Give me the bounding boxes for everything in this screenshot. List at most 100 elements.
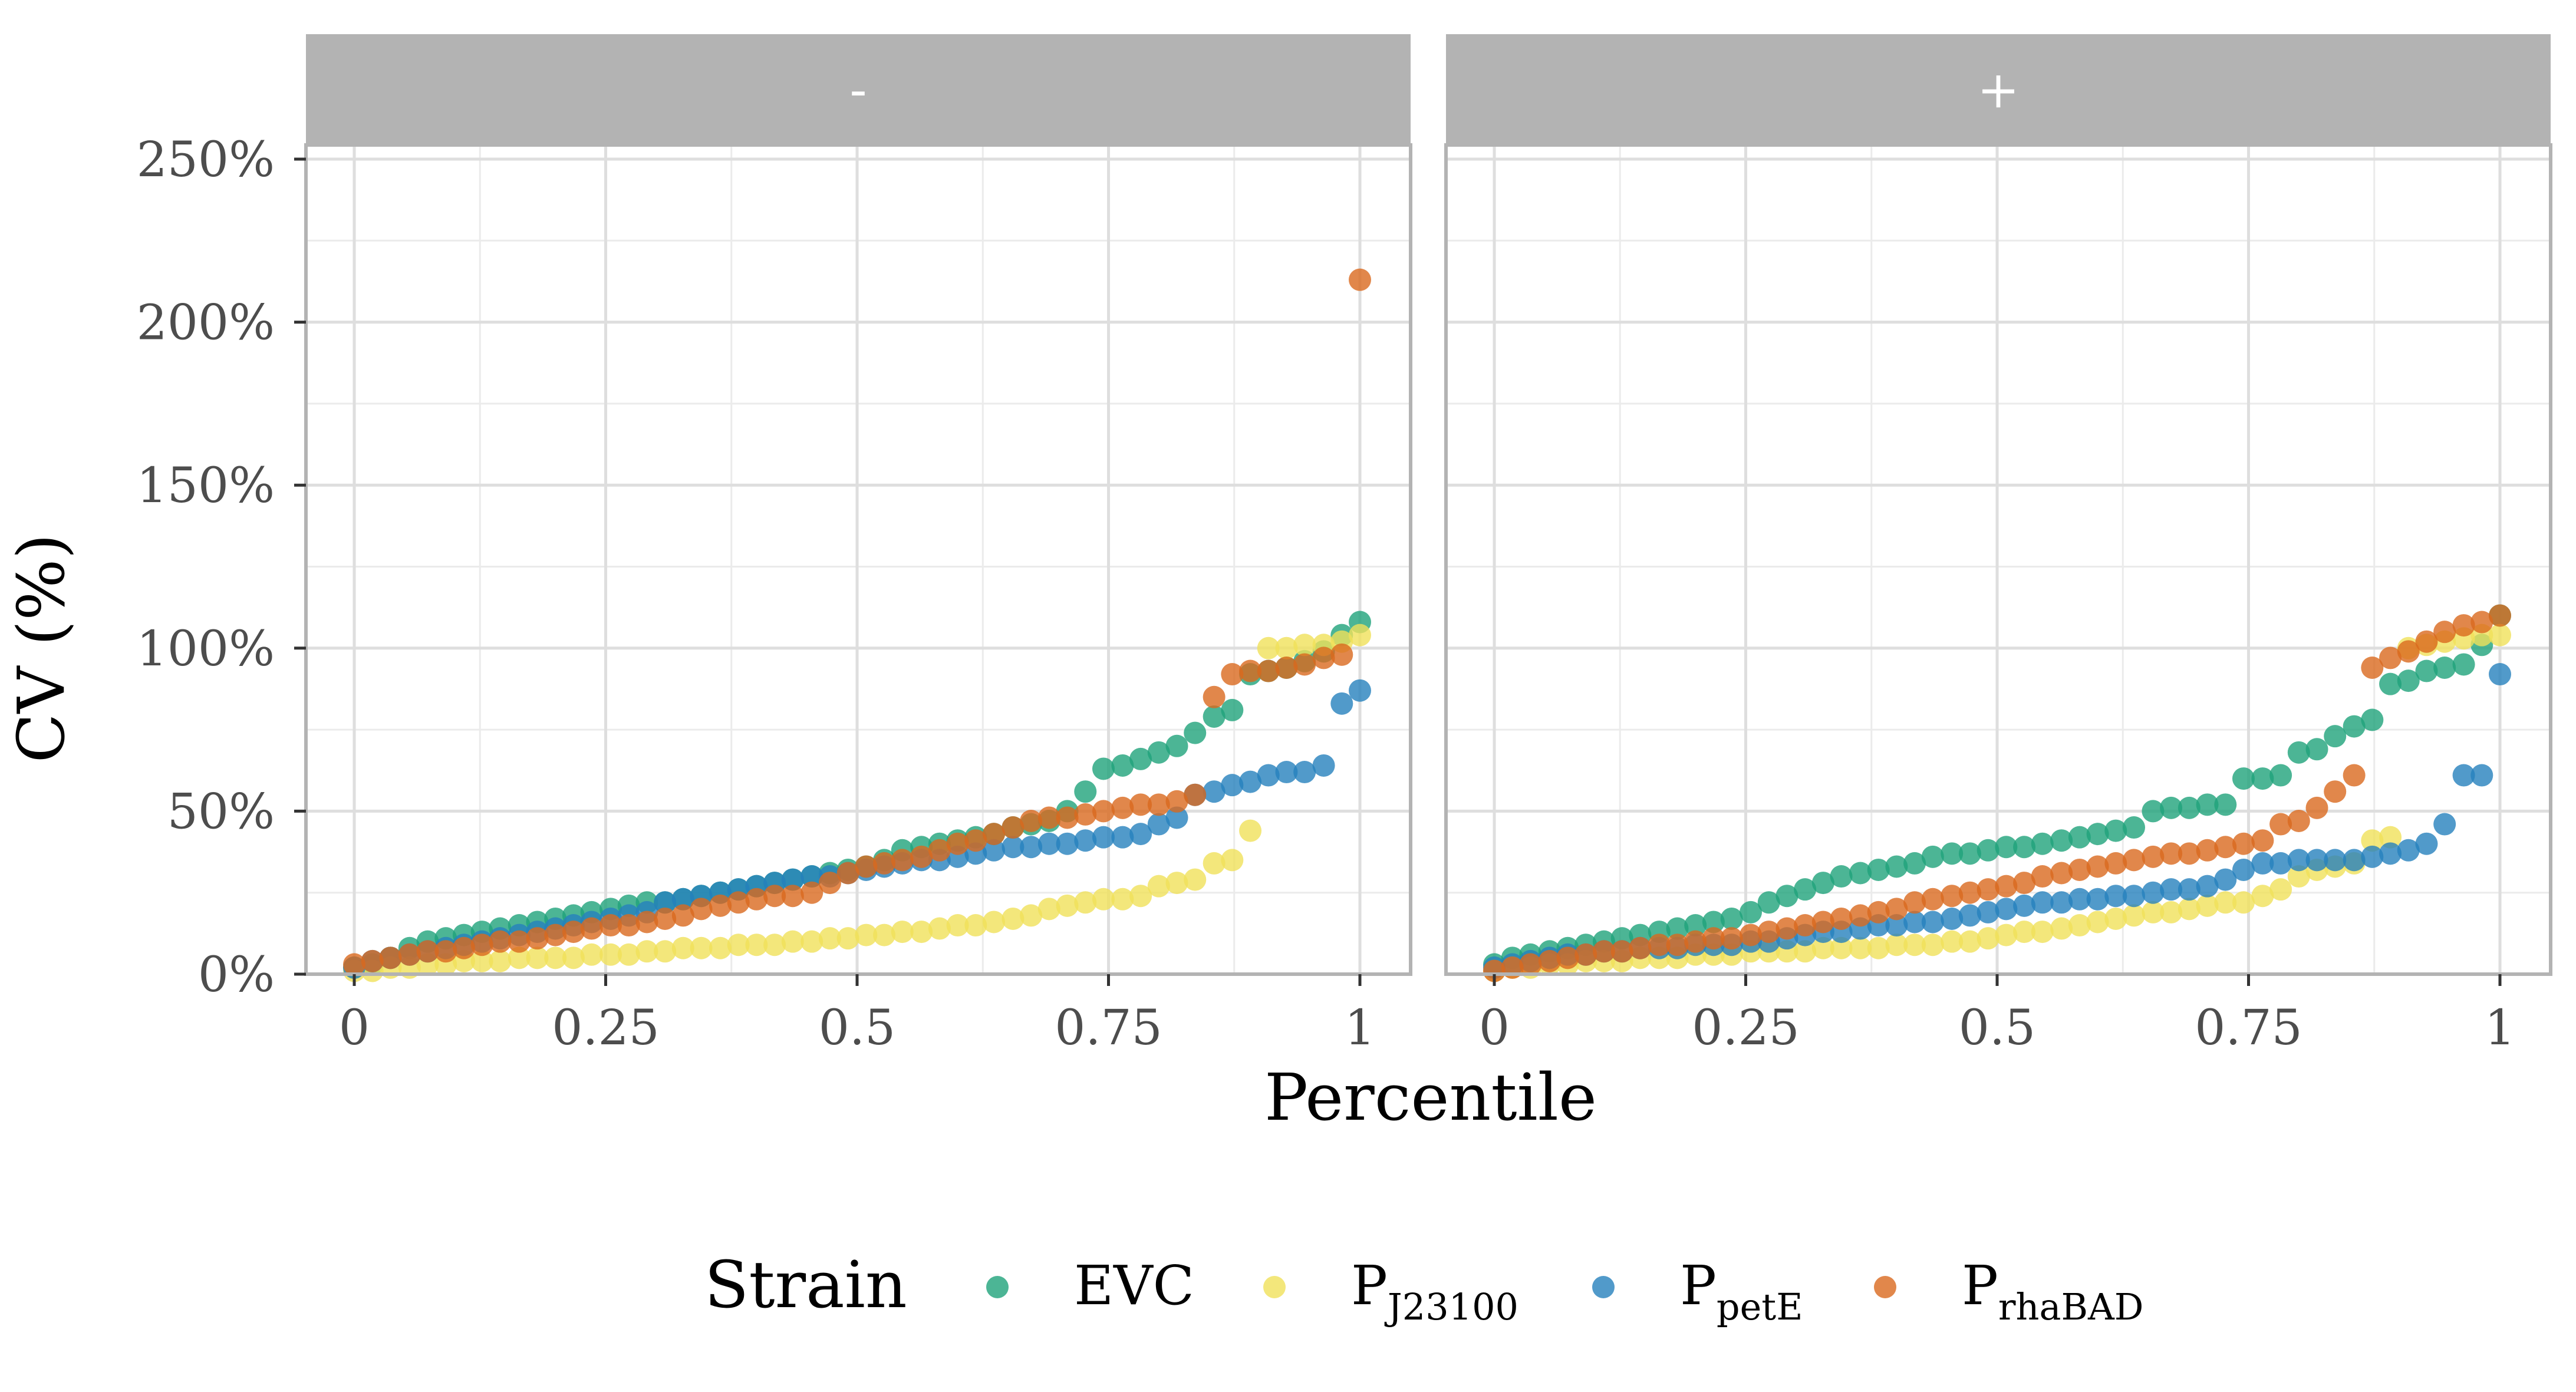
data-point [2142,845,2165,868]
data-point [2086,888,2109,911]
data-point [2397,669,2420,692]
data-point [2142,881,2165,904]
data-point [1092,888,1115,911]
data-point [1037,898,1060,921]
data-point [1221,698,1244,721]
data-point [1903,852,1926,875]
data-point [2196,875,2219,898]
data-point [1129,747,1152,770]
data-point [1257,764,1280,787]
legend-label: PpetE [1680,1254,1803,1328]
data-point [635,940,658,963]
data-point [1165,872,1188,895]
x-tick-label: 0 [339,1000,370,1056]
data-point [2470,764,2493,787]
legend-key [1874,1276,1896,1298]
data-point [1977,900,1999,923]
data-point [2324,725,2347,748]
data-point [2397,839,2420,862]
data-point [2343,764,2366,787]
data-point [1293,634,1316,657]
data-point [983,911,1006,934]
data-point [2269,813,2292,836]
data-point [2433,656,2456,679]
data-point [1239,819,1262,842]
data-point [2123,849,2146,872]
data-point [2160,878,2183,901]
data-point [2068,858,2091,881]
data-point [2031,865,2054,888]
data-point [1056,832,1079,855]
data-point [891,921,914,944]
panels: - 0 0.25 0.5 0.75 1 +0 0.25 0.5 0.75 1 [304,34,2552,1056]
x-axis-title: Percentile [1264,1060,1597,1135]
data-point [873,852,896,875]
data-point [1165,734,1188,757]
data-point [1885,898,1908,921]
data-point [2214,891,2237,914]
data-point [1483,959,1506,982]
data-point [2013,894,2036,917]
data-point [1849,904,1872,927]
data-point [470,934,493,956]
data-point [1849,936,1872,959]
data-point [2251,767,2274,790]
data-point [836,927,859,950]
data-point [1941,885,1964,908]
data-point [544,923,567,946]
data-point [1020,809,1043,832]
data-point [2068,914,2091,937]
data-point [2452,614,2475,637]
data-point [727,934,750,956]
data-point [2415,832,2438,855]
data-point [2452,653,2475,676]
facet-strip-label: - [849,61,867,120]
data-point [1275,761,1298,784]
data-point [1037,832,1060,855]
data-point [2086,911,2109,934]
legend-entry: EVC [986,1254,1194,1317]
data-point [946,914,969,937]
data-point [1885,855,1908,878]
data-point [452,936,475,959]
legend-key [1592,1276,1615,1298]
data-point [379,946,402,969]
data-point [2343,849,2366,872]
data-point [416,940,439,963]
data-point [763,885,786,908]
data-point [654,907,677,930]
data-point [1775,917,1798,940]
data-point [2232,858,2255,881]
data-point [2269,878,2292,901]
data-point [2433,813,2456,836]
data-point [1129,793,1152,816]
data-point [617,914,640,937]
data-point [489,949,512,972]
data-point [526,946,549,969]
data-point [1958,842,1981,865]
data-point [1239,659,1262,682]
data-point [2178,796,2201,819]
data-point [2178,878,2201,901]
data-point [562,921,585,944]
data-point [1312,754,1335,777]
data-point [1958,881,1981,904]
data-point [654,891,677,914]
data-point [910,921,933,944]
data-point [2214,793,2237,816]
data-point [2178,898,2201,921]
facet-panel: +0 0.25 0.5 0.75 1 [1444,34,2552,1056]
data-point [470,949,493,972]
data-point [671,904,694,927]
data-point [855,923,878,946]
data-point [1002,836,1025,859]
data-point [2050,862,2073,885]
data-point [1830,907,1853,930]
data-point [1165,806,1188,829]
data-point [1995,875,2018,898]
x-tick-label: 0 [1479,1000,1510,1056]
data-point [1538,949,1561,972]
data-point [1349,624,1371,646]
data-point [599,914,622,937]
